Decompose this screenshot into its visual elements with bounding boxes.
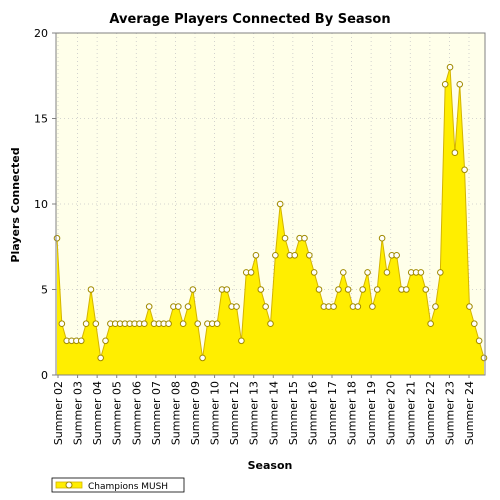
data-point xyxy=(165,320,172,328)
y-tick-label: 15 xyxy=(34,113,48,126)
data-point xyxy=(257,286,265,293)
data-point xyxy=(339,269,347,276)
data-point xyxy=(378,234,386,242)
data-point xyxy=(446,63,454,71)
x-tick-label: Summer 04 xyxy=(91,381,104,445)
y-tick-label: 20 xyxy=(34,27,48,40)
data-point xyxy=(403,286,410,293)
data-point xyxy=(461,166,468,174)
data-point xyxy=(189,286,197,293)
data-point xyxy=(145,303,153,310)
x-tick-label: Summer 10 xyxy=(209,381,222,445)
data-point xyxy=(437,269,444,276)
x-tick-label: Summer 18 xyxy=(346,381,359,445)
x-tick-label: Summer 21 xyxy=(404,381,417,445)
data-point xyxy=(335,286,342,293)
data-point xyxy=(199,354,206,362)
data-point xyxy=(364,269,371,276)
x-tick-label: Summer 24 xyxy=(463,381,476,445)
data-point xyxy=(238,337,245,345)
x-tick-label: Summer 07 xyxy=(150,381,163,445)
data-point xyxy=(417,269,425,276)
data-point xyxy=(422,286,430,293)
data-point xyxy=(344,286,352,293)
legend-box xyxy=(51,477,185,493)
data-point xyxy=(247,269,255,276)
x-tick-label: Summer 22 xyxy=(424,381,437,445)
x-tick-label: Summer 08 xyxy=(169,381,182,445)
data-point xyxy=(383,269,391,276)
x-tick-label: Summer 15 xyxy=(287,381,300,445)
data-point xyxy=(330,303,337,310)
data-point xyxy=(262,303,269,310)
data-point xyxy=(306,252,313,259)
data-point xyxy=(427,320,434,328)
data-point xyxy=(53,234,61,242)
data-point xyxy=(77,337,85,345)
data-point xyxy=(276,200,284,208)
x-tick-label: Summer 02 xyxy=(52,381,65,445)
data-point xyxy=(213,320,221,328)
data-point xyxy=(354,303,362,310)
x-tick-label: Summer 20 xyxy=(385,381,398,445)
data-point xyxy=(87,286,95,293)
data-point xyxy=(471,320,478,328)
data-point xyxy=(466,303,473,310)
y-tick-label: 10 xyxy=(34,198,48,211)
data-point xyxy=(92,320,100,328)
data-point xyxy=(301,234,308,242)
y-axis-label: Players Connected xyxy=(9,147,22,262)
chart-title: Average Players Connected By Season xyxy=(109,12,390,27)
x-tick-label: Summer 05 xyxy=(111,381,124,445)
data-point xyxy=(310,269,318,276)
data-point xyxy=(456,81,464,88)
x-tick-label: Summer 12 xyxy=(228,381,241,445)
legend-marker xyxy=(65,481,73,489)
data-point xyxy=(184,303,192,310)
x-axis-label: Season xyxy=(248,459,293,472)
data-point xyxy=(291,252,299,259)
data-point xyxy=(369,303,376,310)
x-tick-label: Summer 19 xyxy=(365,381,378,445)
data-point xyxy=(175,303,182,310)
data-point xyxy=(267,320,274,328)
data-point xyxy=(451,149,459,156)
data-point xyxy=(179,320,187,328)
data-point xyxy=(272,252,279,259)
data-point xyxy=(359,286,366,293)
data-point xyxy=(480,354,488,362)
data-point xyxy=(97,354,104,362)
x-tick-label: Summer 17 xyxy=(326,381,339,445)
legend-label: Champions MUSH xyxy=(88,482,168,492)
data-point xyxy=(315,286,323,293)
data-point xyxy=(141,320,148,328)
x-tick-label: Summer 16 xyxy=(306,381,319,445)
x-tick-label: Summer 06 xyxy=(130,381,143,445)
data-point xyxy=(82,320,90,328)
data-point xyxy=(441,81,449,88)
data-point xyxy=(223,286,231,293)
y-tick-label: 5 xyxy=(41,284,48,297)
data-point xyxy=(252,252,260,259)
data-point xyxy=(393,252,400,259)
x-tick-label: Summer 03 xyxy=(72,381,85,445)
data-point xyxy=(475,337,483,345)
data-point xyxy=(58,320,66,328)
x-tick-label: Summer 09 xyxy=(189,381,202,445)
legend: Champions MUSH xyxy=(51,477,185,493)
series-area xyxy=(57,67,484,375)
data-point xyxy=(233,303,240,310)
data-point xyxy=(281,234,289,242)
data-points xyxy=(53,63,488,362)
data-point xyxy=(373,286,381,293)
y-tick-label: 0 xyxy=(41,369,48,382)
x-tick-label: Summer 13 xyxy=(248,381,261,445)
x-tick-label: Summer 23 xyxy=(443,381,456,445)
data-point xyxy=(102,337,109,345)
data-point xyxy=(432,303,439,310)
x-tick-label: Summer 14 xyxy=(267,381,280,445)
data-point xyxy=(194,320,202,328)
